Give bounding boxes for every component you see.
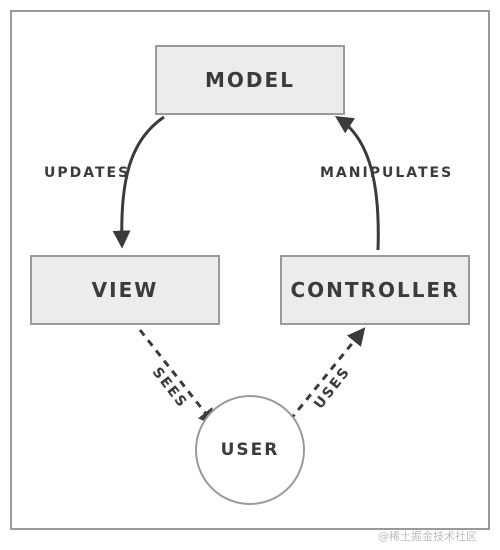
node-controller: CONTROLLER [280, 255, 470, 325]
node-model: MODEL [155, 45, 345, 115]
node-controller-label: CONTROLLER [290, 278, 459, 302]
node-user-label: USER [221, 440, 280, 460]
node-view-label: VIEW [92, 278, 159, 302]
node-model-label: MODEL [205, 68, 295, 92]
edge-label-updates: UPDATES [44, 165, 130, 181]
node-view: VIEW [30, 255, 220, 325]
watermark: @稀土掘金技术社区 [378, 528, 477, 544]
edge-label-manipulates: MANIPULATES [320, 165, 453, 181]
node-user: USER [195, 395, 305, 505]
